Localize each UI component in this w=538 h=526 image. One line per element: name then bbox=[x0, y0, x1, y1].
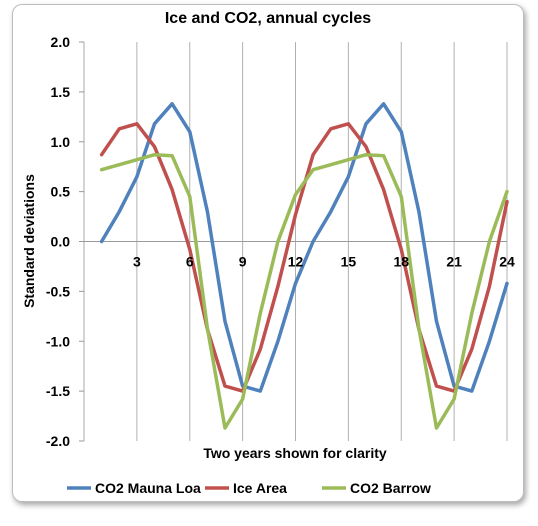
x-tick-label: 3 bbox=[133, 254, 141, 270]
series-layer bbox=[99, 102, 509, 430]
legend-item-3: CO2 Barrow bbox=[322, 480, 431, 496]
legend-label: CO2 Barrow bbox=[350, 480, 431, 496]
y-tick-label: -1.5 bbox=[46, 383, 70, 399]
legend-label: CO2 Mauna Loa bbox=[95, 480, 201, 496]
y-axis-label: Standard deviations bbox=[21, 174, 37, 308]
legend-item-1: CO2 Mauna Loa bbox=[67, 480, 201, 496]
chart-frame bbox=[12, 4, 524, 502]
y-tick-label: -1.0 bbox=[46, 333, 70, 349]
x-tick-label: 15 bbox=[341, 254, 357, 270]
series-line-3 bbox=[99, 152, 509, 430]
legend: CO2 Mauna Loa Ice Area CO2 Barrow bbox=[67, 480, 431, 496]
x-axis-label: Two years shown for clarity bbox=[203, 445, 387, 461]
y-tick-label: 0.0 bbox=[51, 234, 71, 250]
y-tick-label: 1.5 bbox=[51, 84, 71, 100]
y-tick-label: -2.0 bbox=[46, 433, 70, 449]
x-tick-labels: 3 6 9 12 15 18 21 24 bbox=[133, 254, 515, 270]
x-tick-label: 9 bbox=[239, 254, 247, 270]
gridlines bbox=[79, 41, 508, 442]
chart-title: Ice and CO2, annual cycles bbox=[165, 10, 371, 27]
y-tick-label: -0.5 bbox=[46, 283, 70, 299]
legend-label: Ice Area bbox=[233, 480, 287, 496]
x-tick-label: 24 bbox=[499, 254, 515, 270]
y-tick-label: 1.0 bbox=[51, 134, 71, 150]
y-tick-label: 0.5 bbox=[51, 184, 71, 200]
y-tick-label: 2.0 bbox=[51, 34, 71, 50]
series-line-1 bbox=[99, 102, 509, 393]
legend-item-2: Ice Area bbox=[205, 480, 287, 496]
x-tick-label: 6 bbox=[186, 254, 194, 270]
x-tick-label: 21 bbox=[446, 254, 462, 270]
x-tick-label: 12 bbox=[288, 254, 304, 270]
x-tick-label: 18 bbox=[393, 254, 409, 270]
y-tick-labels: 2.0 1.5 1.0 0.5 0.0 -0.5 -1.0 -1.5 -2.0 bbox=[46, 34, 70, 449]
